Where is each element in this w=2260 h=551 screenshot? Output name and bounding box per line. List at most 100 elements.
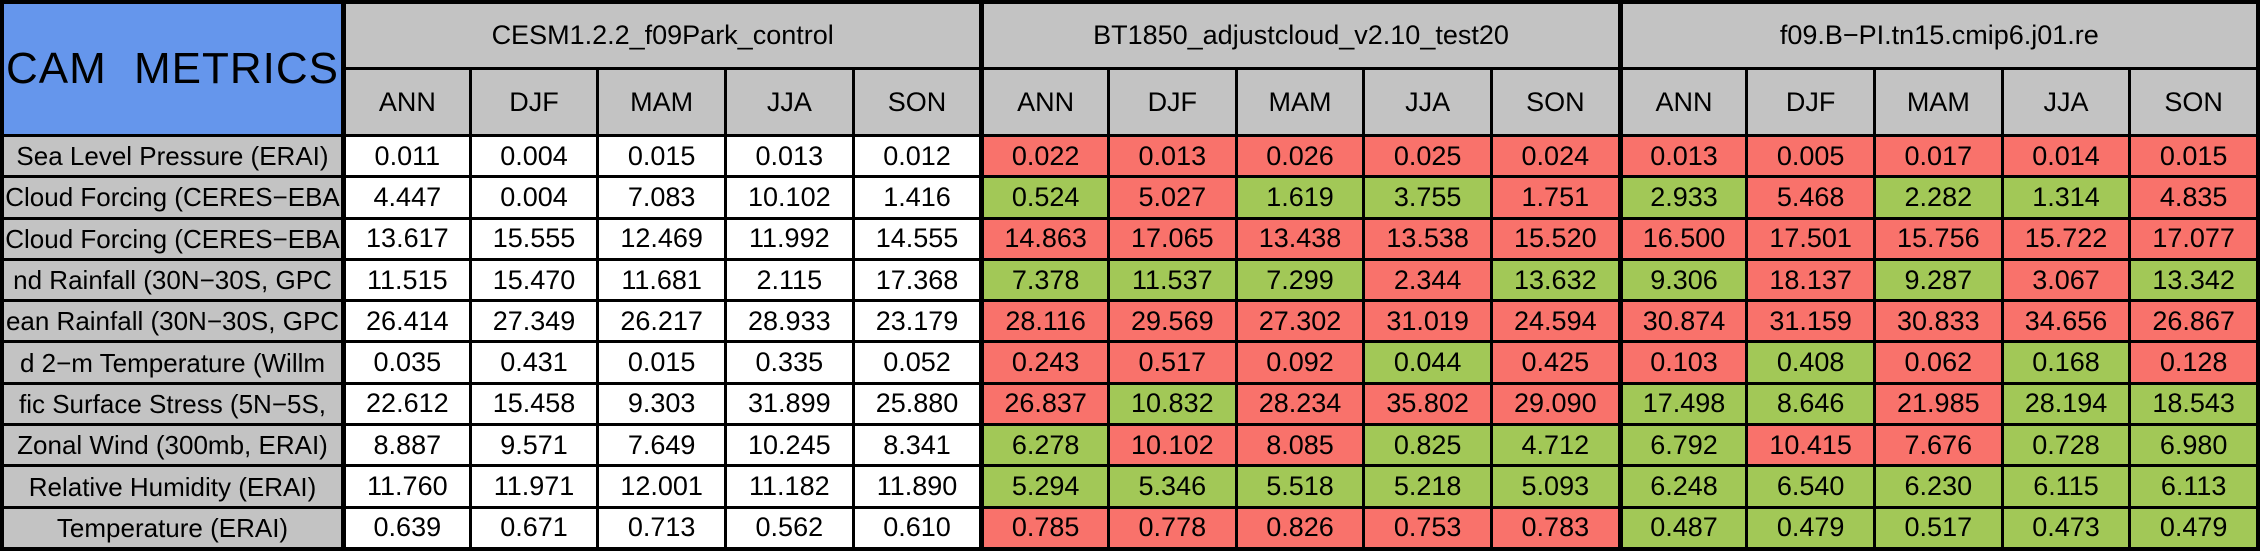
value-cell: 13.438 [1237,219,1363,258]
value-cell: 1.751 [1492,178,1618,217]
value-cell: 0.524 [982,178,1107,217]
value-cell: 6.980 [2131,426,2256,465]
value-cell: 15.722 [2003,219,2129,258]
value-cell: 22.612 [344,384,469,424]
value-cell: 30.874 [1620,302,1746,341]
value-cell: 5.218 [1365,467,1490,506]
value-cell: 2.933 [1620,178,1746,217]
value-cell: 0.639 [344,508,469,547]
value-cell: 6.792 [1620,426,1746,465]
value-cell: 0.035 [344,343,469,382]
value-cell: 13.632 [1492,260,1618,300]
value-cell: 14.555 [854,219,980,258]
value-cell: 9.306 [1620,260,1746,300]
value-cell: 29.569 [1109,302,1235,341]
value-cell: 1.619 [1237,178,1363,217]
season-header: JJA [1365,70,1490,134]
value-cell: 26.414 [344,302,469,341]
value-cell: 31.899 [726,384,852,424]
value-cell: 2.282 [1875,178,2001,217]
value-cell: 3.755 [1365,178,1490,217]
value-cell: 17.077 [2131,219,2256,258]
value-cell: 0.826 [1237,508,1363,547]
value-cell: 5.093 [1492,467,1618,506]
value-cell: 26.867 [2131,302,2256,341]
value-cell: 6.113 [2131,467,2256,506]
metric-label: Cloud Forcing (CERES−EBA [4,178,341,217]
value-cell: 0.025 [1365,137,1490,176]
season-header: MAM [1237,70,1363,134]
value-cell: 0.243 [982,343,1107,382]
value-cell: 17.501 [1748,219,1873,258]
table-title: CAM METRICS [4,4,341,134]
value-cell: 10.245 [726,426,852,465]
value-cell: 3.067 [2003,260,2129,300]
season-header: DJF [1109,70,1235,134]
value-cell: 0.479 [2131,508,2256,547]
metric-label: Zonal Wind (300mb, ERAI) [4,426,341,465]
value-cell: 27.302 [1237,302,1363,341]
value-cell: 0.479 [1748,508,1873,547]
value-cell: 35.802 [1365,384,1490,424]
value-cell: 5.518 [1237,467,1363,506]
value-cell: 2.115 [726,260,852,300]
value-cell: 11.971 [471,467,597,506]
value-cell: 13.538 [1365,219,1490,258]
value-cell: 0.024 [1492,137,1618,176]
season-header: ANN [344,70,469,134]
value-cell: 5.346 [1109,467,1235,506]
value-cell: 4.447 [344,178,469,217]
value-cell: 0.026 [1237,137,1363,176]
value-cell: 0.825 [1365,426,1490,465]
value-cell: 0.013 [1109,137,1235,176]
value-cell: 0.408 [1748,343,1873,382]
value-cell: 15.470 [471,260,597,300]
value-cell: 28.116 [982,302,1107,341]
value-cell: 7.649 [599,426,724,465]
metric-label: ean Rainfall (30N−30S, GPC [4,302,341,341]
value-cell: 5.027 [1109,178,1235,217]
value-cell: 30.833 [1875,302,2001,341]
value-cell: 7.083 [599,178,724,217]
value-cell: 0.014 [2003,137,2129,176]
value-cell: 13.342 [2131,260,2256,300]
value-cell: 0.778 [1109,508,1235,547]
value-cell: 11.760 [344,467,469,506]
value-cell: 0.671 [471,508,597,547]
season-header: MAM [1875,70,2001,134]
value-cell: 0.015 [599,137,724,176]
value-cell: 6.540 [1748,467,1873,506]
value-cell: 0.473 [2003,508,2129,547]
value-cell: 13.617 [344,219,469,258]
value-cell: 15.756 [1875,219,2001,258]
value-cell: 11.992 [726,219,852,258]
season-header: ANN [982,70,1107,134]
value-cell: 29.090 [1492,384,1618,424]
value-cell: 5.468 [1748,178,1873,217]
value-cell: 0.713 [599,508,724,547]
value-cell: 0.004 [471,178,597,217]
value-cell: 0.425 [1492,343,1618,382]
value-cell: 0.052 [854,343,980,382]
value-cell: 0.335 [726,343,852,382]
season-header: DJF [471,70,597,134]
value-cell: 0.168 [2003,343,2129,382]
value-cell: 31.019 [1365,302,1490,341]
value-cell: 7.299 [1237,260,1363,300]
value-cell: 0.004 [471,137,597,176]
value-cell: 0.753 [1365,508,1490,547]
value-cell: 1.314 [2003,178,2129,217]
metric-label: d 2−m Temperature (Willm [4,343,341,382]
value-cell: 28.194 [2003,384,2129,424]
value-cell: 27.349 [471,302,597,341]
value-cell: 10.415 [1748,426,1873,465]
metric-label: Temperature (ERAI) [4,508,341,547]
value-cell: 8.341 [854,426,980,465]
season-header: SON [2131,70,2256,134]
metric-label: fic Surface Stress (5N−5S, [4,384,341,424]
value-cell: 10.832 [1109,384,1235,424]
value-cell: 0.517 [1109,343,1235,382]
value-cell: 10.102 [726,178,852,217]
value-cell: 10.102 [1109,426,1235,465]
